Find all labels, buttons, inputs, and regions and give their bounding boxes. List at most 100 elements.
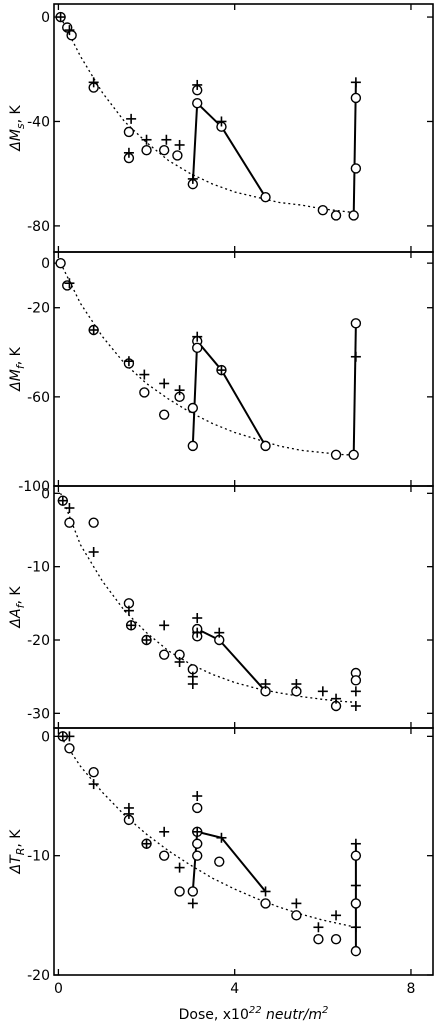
circle-point [260,898,271,909]
cross-point [159,620,170,631]
cross-point [350,922,361,933]
y-axis-label-sub: s [14,123,27,129]
cross-point [350,838,361,849]
circle-point [350,675,362,686]
x-axis-label-unit-exp: 2 [322,1005,328,1016]
cross-point [187,173,198,184]
cross-point [64,25,75,36]
circle-point [348,449,359,460]
y-axis-label-sub: R [14,848,27,856]
cross-point [174,657,185,667]
fit-curve [60,736,357,928]
cross-point [123,356,134,367]
circle-point [192,850,203,861]
x-tick-label: 8 [407,981,416,997]
cross-point [291,898,302,909]
cross-point [88,77,99,88]
cross-point [64,278,75,289]
circle-point [291,910,302,921]
cross-point [159,826,170,837]
circle-point [158,409,170,420]
cross-point [174,862,185,873]
y-axis-label-main: ΔT [8,854,24,875]
circle-point [66,30,77,41]
cross-point [350,880,361,891]
cross-point [123,605,134,616]
cross-point [350,701,361,711]
y-axis-label: ΔAf, K [8,586,27,629]
circle-point [214,856,225,867]
cross-point [57,495,68,506]
cross-point [260,679,271,689]
y-axis-label-sub: f [14,363,27,369]
cross-point [123,147,134,158]
cross-point [313,922,324,933]
circle-point [88,517,99,528]
circle-point [192,838,203,849]
circle-point [158,850,170,861]
y-axis-label-unit: , K [8,346,24,365]
x-tick-label: 4 [230,981,239,997]
circle-point [187,402,199,414]
circle-point [260,440,271,452]
y-tick-label: -80 [27,219,50,235]
cross-point [291,679,302,689]
circle-point [348,210,359,221]
circle-point [55,257,66,269]
circle-point [187,440,199,452]
cross-point [350,77,361,88]
circle-point [158,649,170,660]
cross-point [331,910,342,921]
panel-1: 0 -40 -80 ΔMs, K [8,3,434,253]
cross-point [88,547,99,557]
circle-point [260,191,271,203]
y-axis-label-unit: , K [8,104,24,123]
cross-point [187,898,198,909]
panel-2: 0 -20 -60 -100 ΔMf, K [8,251,434,495]
circle-point [313,934,324,945]
circle-point [158,144,170,156]
cross-point [317,686,328,697]
x-axis-label: Dose, x1022 neutr/m2 [179,1005,329,1023]
panel-frame [53,485,434,729]
circle-point [192,342,203,354]
circle-point [141,144,152,156]
cross-point [55,12,66,23]
cross-point [139,369,150,380]
circle-point [350,898,362,909]
connecting-line [352,323,357,455]
cross-point [187,679,198,689]
y-tick-label: 0 [41,10,50,26]
cross-point [161,134,172,145]
connecting-line [191,100,267,198]
cross-point [64,503,75,513]
circle-point [330,210,342,221]
cross-point [216,832,227,843]
cross-point [350,686,361,697]
circle-point [350,945,362,957]
cross-point [141,134,152,145]
y-tick-label: 0 [41,486,50,502]
circle-point [350,92,362,104]
circle-point [64,743,75,754]
circle-point [64,517,75,528]
cross-point [192,331,203,342]
circle-point [62,280,73,291]
panel-3: 0 -10 -20 -30 ΔAf, K [8,485,434,729]
cross-point [214,627,225,638]
y-axis-label: ΔTR, K [8,829,27,875]
cross-point [260,886,271,897]
circle-point [172,150,183,161]
circle-point [174,886,185,897]
x-tick-label: 0 [54,981,63,997]
circle-point [350,163,362,174]
circle-point [350,318,362,329]
panel-frame [53,727,434,976]
cross-point [192,627,203,638]
cross-point [126,113,137,124]
circle-point [192,97,203,109]
cross-point [331,693,342,704]
cross-point [192,826,203,837]
